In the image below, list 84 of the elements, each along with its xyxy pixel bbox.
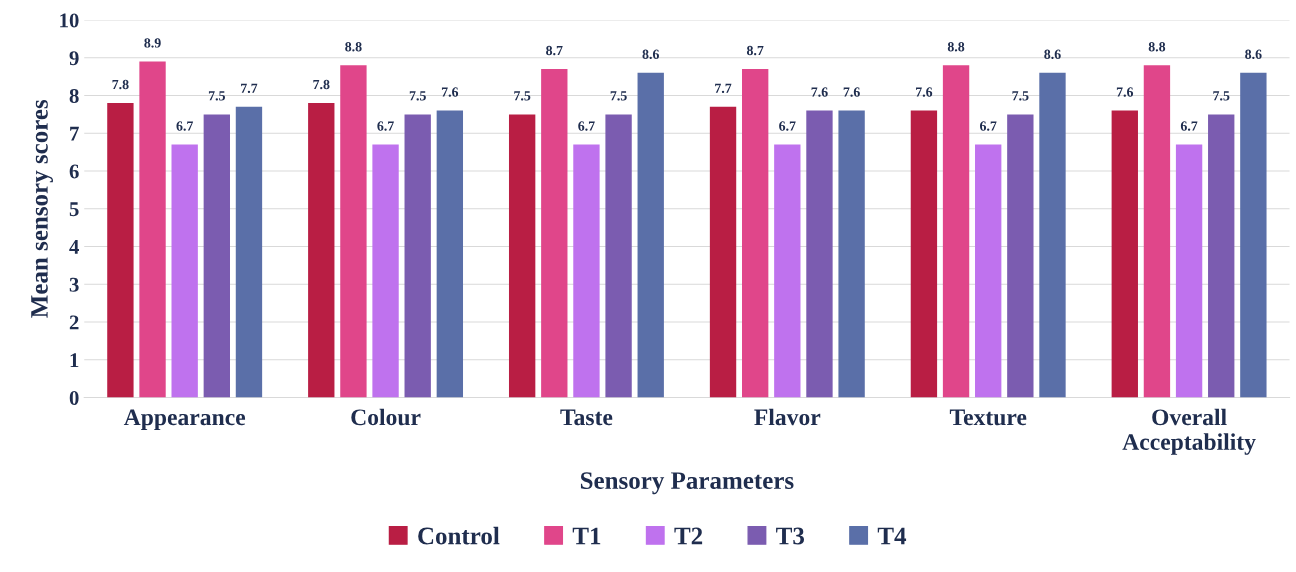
data-label: 8.7 [546, 45, 563, 56]
x-tick-label: Texture [949, 409, 1027, 426]
legend-label: Control [418, 526, 500, 545]
bar [774, 144, 801, 398]
bar [107, 103, 134, 398]
data-label: 7.5 [409, 91, 426, 101]
bar [975, 144, 1002, 398]
y-tick-label: 10 [60, 13, 79, 28]
legend-label: T4 [877, 527, 907, 545]
data-label: 6.7 [979, 121, 997, 131]
x-tick-label: Colour [351, 408, 421, 426]
data-label: 7.6 [811, 87, 828, 97]
x-axis-title: Sensory Parameters [580, 472, 794, 495]
bar [1240, 72, 1267, 398]
bar [1111, 110, 1138, 398]
data-label: 6.7 [779, 121, 796, 131]
data-label: 8.6 [642, 49, 659, 59]
bar [139, 61, 166, 398]
bar [605, 114, 632, 398]
bar [573, 144, 600, 398]
bar [508, 114, 536, 398]
bar [1143, 65, 1171, 398]
bar [372, 144, 399, 398]
data-label: 7.6 [1116, 87, 1134, 97]
data-label: 6.7 [1180, 121, 1198, 131]
x-tick-label: Overall Acceptability [1122, 408, 1256, 455]
bar [637, 72, 664, 398]
y-tick-label: 1 [70, 353, 79, 368]
y-tick-label: 4 [69, 240, 79, 254]
data-label: 7.5 [610, 91, 627, 101]
data-label: 8.8 [345, 42, 362, 52]
y-tick-label: 5 [69, 202, 79, 217]
y-tick-label: 9 [69, 51, 79, 66]
legend-label: T3 [776, 527, 805, 545]
data-label: 7.5 [208, 91, 225, 101]
data-label: 8.8 [1148, 42, 1166, 52]
y-tick-label: 8 [69, 88, 79, 103]
data-label: 8.6 [1044, 49, 1061, 59]
bar [1175, 144, 1203, 398]
data-label: 8.9 [144, 38, 161, 48]
bar [910, 110, 938, 398]
data-label: 7.5 [1012, 91, 1029, 101]
data-label: 6.7 [176, 121, 194, 131]
bar [404, 114, 431, 398]
x-tick-label: Taste [560, 409, 613, 426]
data-label: 7.5 [1213, 91, 1230, 101]
bar [942, 65, 970, 398]
bar [709, 106, 737, 398]
data-label: 7.6 [916, 87, 933, 97]
y-tick-label: 7 [70, 126, 79, 141]
bar [806, 110, 833, 398]
data-label: 7.7 [715, 83, 732, 93]
data-label: 8.7 [746, 45, 764, 56]
x-tick-label: Flavor [754, 408, 821, 426]
data-label: 7.5 [514, 91, 531, 101]
bar [742, 69, 769, 398]
y-tick-label: 2 [69, 315, 79, 330]
y-tick-label: 6 [69, 164, 79, 179]
bar [235, 106, 263, 398]
bar [203, 114, 230, 398]
data-label: 7.8 [112, 79, 129, 90]
bar [541, 69, 568, 398]
legend-label: T2 [674, 527, 703, 545]
bar [171, 144, 198, 398]
bar [340, 65, 367, 398]
bar [1039, 72, 1066, 398]
data-label: 7.7 [241, 83, 258, 93]
bar [436, 110, 464, 398]
data-label: 8.6 [1245, 49, 1262, 59]
data-label: 6.7 [377, 121, 394, 131]
x-tick-label: Appearance [123, 409, 246, 431]
y-tick-label: 0 [69, 390, 79, 405]
bar [838, 110, 865, 398]
bar [308, 103, 335, 398]
y-axis-title: Mean sensory scores [31, 99, 53, 318]
data-label: 7.6 [843, 87, 860, 97]
data-label: 7.8 [313, 79, 330, 90]
legend-label: T1 [572, 527, 601, 545]
y-tick-label: 3 [69, 277, 79, 292]
data-label: 7.6 [441, 87, 459, 97]
data-label: 8.8 [947, 42, 965, 52]
bar [1208, 114, 1235, 398]
bar [1007, 114, 1034, 398]
data-label: 6.7 [578, 121, 595, 131]
